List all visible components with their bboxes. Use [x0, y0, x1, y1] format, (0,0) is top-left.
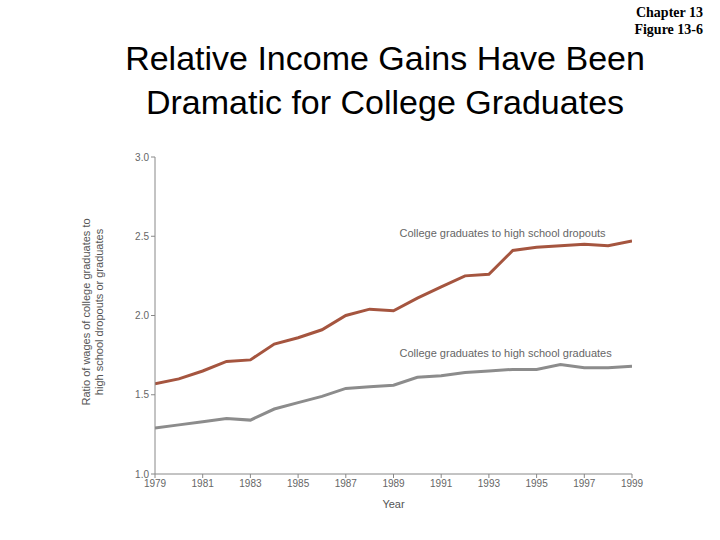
svg-text:1985: 1985	[287, 478, 310, 489]
svg-text:1989: 1989	[382, 478, 405, 489]
html-text:Chapter 13: Chapter 13	[636, 5, 703, 20]
svg-text:1979: 1979	[144, 478, 167, 489]
html-text:Relative Income Gains Have Bee: Relative Income Gains Have Been Dramatic…	[125, 39, 645, 121]
html-text:Figure 13-6: Figure 13-6	[634, 22, 703, 37]
svg-text:1999: 1999	[621, 478, 644, 489]
svg-text:1.5: 1.5	[135, 389, 149, 400]
svg-text:College graduates to high scho: College graduates to high school dropout…	[400, 227, 607, 239]
svg-text:1991: 1991	[430, 478, 453, 489]
svg-text:1993: 1993	[478, 478, 501, 489]
svg-text:1.0: 1.0	[135, 469, 149, 480]
svg-text:2.0: 2.0	[135, 310, 149, 321]
svg-text:Year: Year	[382, 498, 405, 510]
svg-text:1997: 1997	[573, 478, 596, 489]
svg-text:1981: 1981	[192, 478, 215, 489]
svg-text:College graduates to high scho: College graduates to high school graduat…	[400, 347, 613, 359]
svg-text:1983: 1983	[239, 478, 262, 489]
svg-text:1987: 1987	[335, 478, 358, 489]
svg-text:1995: 1995	[525, 478, 548, 489]
svg-text:2.5: 2.5	[135, 231, 149, 242]
html-text:Ratio of wages of college grad: Ratio of wages of college graduates to h…	[80, 218, 105, 406]
svg-text:3.0: 3.0	[135, 152, 149, 163]
